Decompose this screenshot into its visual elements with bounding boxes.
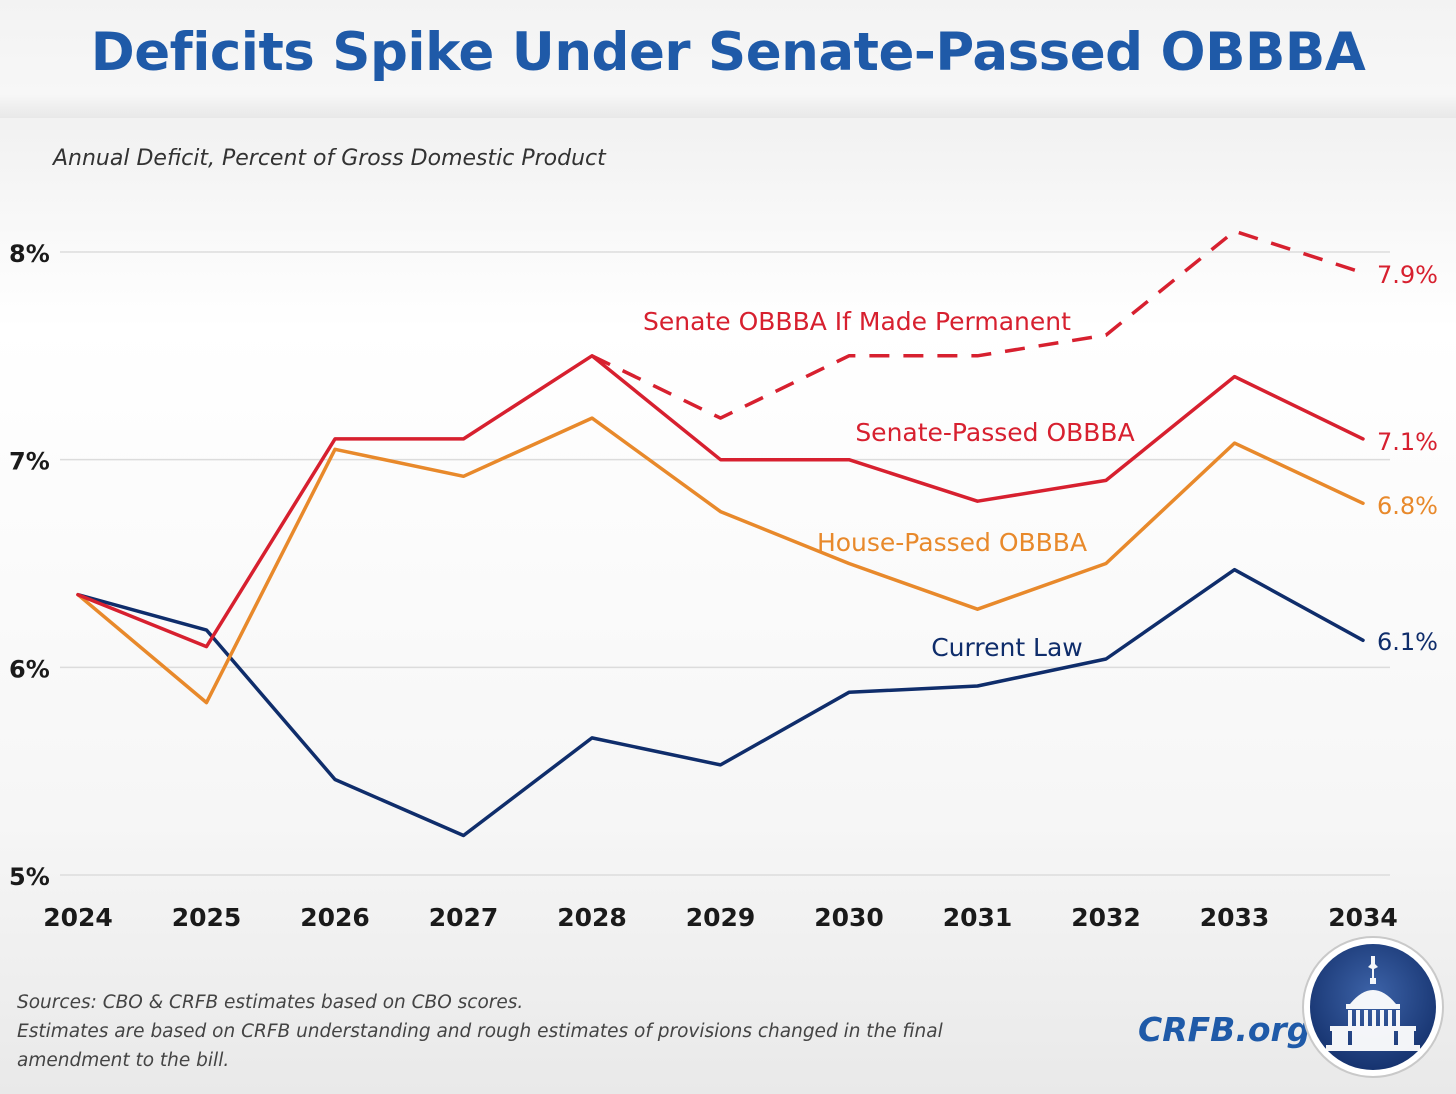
series-name-label-house-passed: House-Passed OBBBA	[817, 528, 1087, 557]
y-tick-label: 8%	[9, 240, 50, 268]
end-value-label-senate-passed: 7.1%	[1377, 428, 1438, 456]
line-chart: 5% 6% 7% 8% 2024 2025 2026 2027 2028 2029 2030 203…	[9, 229, 1438, 932]
series-line-house-passed	[76, 416, 1365, 705]
x-tick-label: 2029	[686, 903, 756, 932]
series-line-current-law	[76, 567, 1365, 838]
x-tick-label: 2032	[1071, 903, 1141, 932]
series-labels: Senate OBBBA If Made Permanent 7.9% Senate…	[643, 261, 1438, 662]
series-line-senate-passed	[76, 354, 1365, 649]
x-tick-label: 2025	[172, 903, 242, 932]
series-name-label-current-law: Current Law	[931, 633, 1083, 662]
y-axis-description: Annual Deficit, Percent of Gross Domesti…	[53, 146, 606, 171]
end-value-label-house-passed: 6.8%	[1377, 492, 1438, 520]
x-tick-label: 2030	[814, 903, 884, 932]
series-name-label-senate-passed: Senate-Passed OBBBA	[855, 418, 1134, 447]
brand-link[interactable]: CRFB.org	[1138, 1010, 1311, 1049]
title-band	[0, 0, 1456, 118]
x-tick-label: 2024	[43, 903, 113, 932]
y-tick-label: 7%	[9, 448, 50, 476]
chart-title: Deficits Spike Under Senate-Passed OBBBA	[90, 22, 1366, 83]
source-note-line-3: amendment to the bill.	[17, 1050, 230, 1071]
x-tick-label: 2027	[429, 903, 499, 932]
x-tick-label: 2031	[943, 903, 1013, 932]
series-line-senate-permanent	[591, 229, 1364, 420]
y-axis-ticks: 5% 6% 7% 8%	[9, 240, 50, 891]
end-value-label-current-law: 6.1%	[1377, 628, 1438, 656]
x-axis-ticks: 2024 2025 2026 2027 2028 2029 2030 2031 2032 2033…	[43, 903, 1398, 932]
end-value-label-senate-permanent: 7.9%	[1377, 261, 1438, 289]
x-tick-label: 2026	[300, 903, 370, 932]
x-tick-label: 2034	[1328, 903, 1398, 932]
x-tick-label: 2033	[1200, 903, 1270, 932]
x-tick-label: 2028	[557, 903, 627, 932]
y-tick-label: 6%	[9, 655, 50, 683]
series-lines	[76, 229, 1365, 838]
source-note-line-2: Estimates are based on CRFB understandin…	[17, 1021, 943, 1042]
capitol-seal-logo	[1302, 936, 1444, 1078]
source-note-line-1: Sources: CBO & CRFB estimates based on C…	[17, 992, 524, 1013]
series-name-label-senate-permanent: Senate OBBBA If Made Permanent	[643, 307, 1071, 336]
y-tick-label: 5%	[9, 863, 50, 891]
source-notes: Sources: CBO & CRFB estimates based on C…	[17, 988, 1017, 1075]
